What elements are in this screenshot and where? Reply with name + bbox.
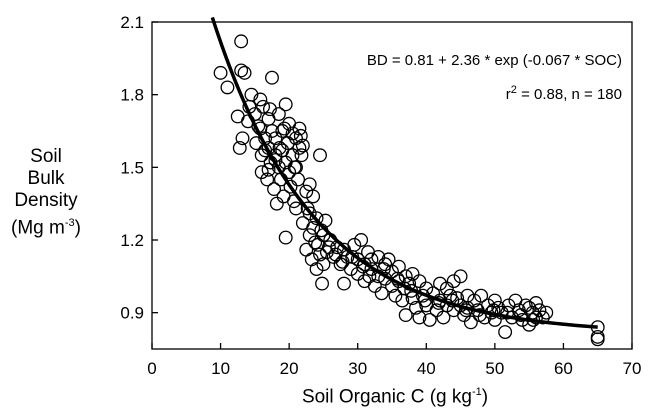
x-tick-label: 60 — [554, 359, 573, 378]
data-point — [487, 293, 502, 308]
data-points — [213, 34, 605, 347]
data-point — [498, 325, 513, 339]
data-point — [590, 332, 605, 347]
data-point — [398, 308, 413, 323]
data-point — [463, 315, 478, 330]
fit-curve — [210, 16, 598, 329]
x-tick-label: 70 — [623, 359, 642, 378]
axis-ticks: 0 10 20 30 40 50 60 70 0.9 1.2 1.5 1.8 2.1 — [120, 13, 641, 378]
data-point — [313, 148, 327, 163]
x-tick-label: 30 — [348, 359, 367, 378]
data-point — [313, 247, 327, 262]
data-point — [267, 182, 282, 197]
data-point — [302, 228, 317, 243]
data-point — [295, 138, 310, 153]
data-point — [409, 300, 423, 315]
fit-statistics: r2 = 0.88, n = 180 — [505, 84, 622, 103]
data-point — [472, 308, 487, 323]
data-point — [256, 99, 271, 114]
data-point — [269, 196, 284, 211]
y-tick-label: 1.8 — [120, 86, 144, 105]
data-point — [539, 305, 554, 320]
x-tick-label: 20 — [280, 359, 299, 378]
data-point — [235, 131, 250, 146]
data-point — [253, 92, 268, 107]
data-point — [362, 269, 377, 284]
data-point — [300, 201, 315, 216]
y-axis-label: Soil Bulk Density (Mg m-3) — [11, 146, 81, 239]
data-point — [374, 286, 389, 301]
data-point — [309, 211, 324, 226]
data-point — [321, 240, 336, 255]
y-tick-label: 1.5 — [120, 158, 144, 177]
data-point — [283, 179, 298, 194]
data-point — [500, 305, 515, 320]
data-point — [446, 274, 461, 289]
data-point — [289, 201, 303, 216]
data-point — [306, 220, 321, 235]
fit-equation: BD = 0.81 + 2.36 * exp (-0.067 * SOC) — [366, 52, 622, 69]
data-point — [315, 276, 330, 291]
data-point — [302, 177, 317, 192]
data-point — [272, 141, 287, 155]
x-tick-label: 40 — [417, 359, 436, 378]
data-point — [265, 70, 279, 85]
data-point — [285, 126, 300, 141]
data-point — [337, 276, 351, 291]
data-point — [529, 296, 543, 310]
y-tick-label: 0.9 — [120, 304, 144, 323]
data-point — [308, 235, 323, 250]
data-point — [237, 65, 252, 80]
data-point — [254, 165, 269, 180]
data-point — [453, 269, 468, 284]
data-point — [422, 312, 437, 327]
data-point — [244, 87, 259, 102]
data-point — [294, 148, 309, 163]
data-point — [271, 107, 286, 121]
data-point — [467, 293, 482, 308]
data-point — [388, 288, 403, 303]
data-point — [213, 65, 228, 80]
data-point — [354, 233, 369, 247]
data-point — [309, 262, 324, 277]
data-point — [486, 303, 501, 318]
data-point — [433, 276, 447, 291]
data-point — [278, 97, 293, 112]
data-point — [306, 189, 321, 204]
x-tick-label: 50 — [485, 359, 504, 378]
data-point — [535, 310, 550, 325]
data-point — [412, 310, 427, 325]
data-point — [234, 63, 249, 78]
x-tick-label: 10 — [211, 359, 230, 378]
data-point — [522, 300, 537, 315]
data-point — [289, 160, 303, 175]
data-point — [292, 121, 307, 136]
data-point — [474, 288, 489, 303]
x-axis-label: Soil Organic C (g kg-1) — [301, 386, 489, 408]
data-point — [277, 121, 292, 136]
data-point — [299, 242, 314, 257]
data-point — [293, 128, 308, 143]
data-point — [262, 102, 277, 117]
data-point — [532, 303, 547, 318]
data-point — [232, 141, 247, 155]
data-point — [234, 34, 249, 49]
plot-frame — [151, 21, 633, 350]
data-point — [260, 172, 275, 187]
y-tick-label: 1.2 — [120, 231, 144, 250]
y-tick-label: 2.1 — [120, 13, 144, 32]
data-point — [335, 254, 350, 269]
data-point — [278, 230, 293, 245]
data-point — [291, 172, 306, 187]
data-point — [261, 162, 276, 177]
data-point — [513, 308, 528, 323]
x-tick-label: 0 — [147, 359, 156, 378]
data-point — [299, 184, 314, 199]
data-point — [220, 80, 235, 95]
